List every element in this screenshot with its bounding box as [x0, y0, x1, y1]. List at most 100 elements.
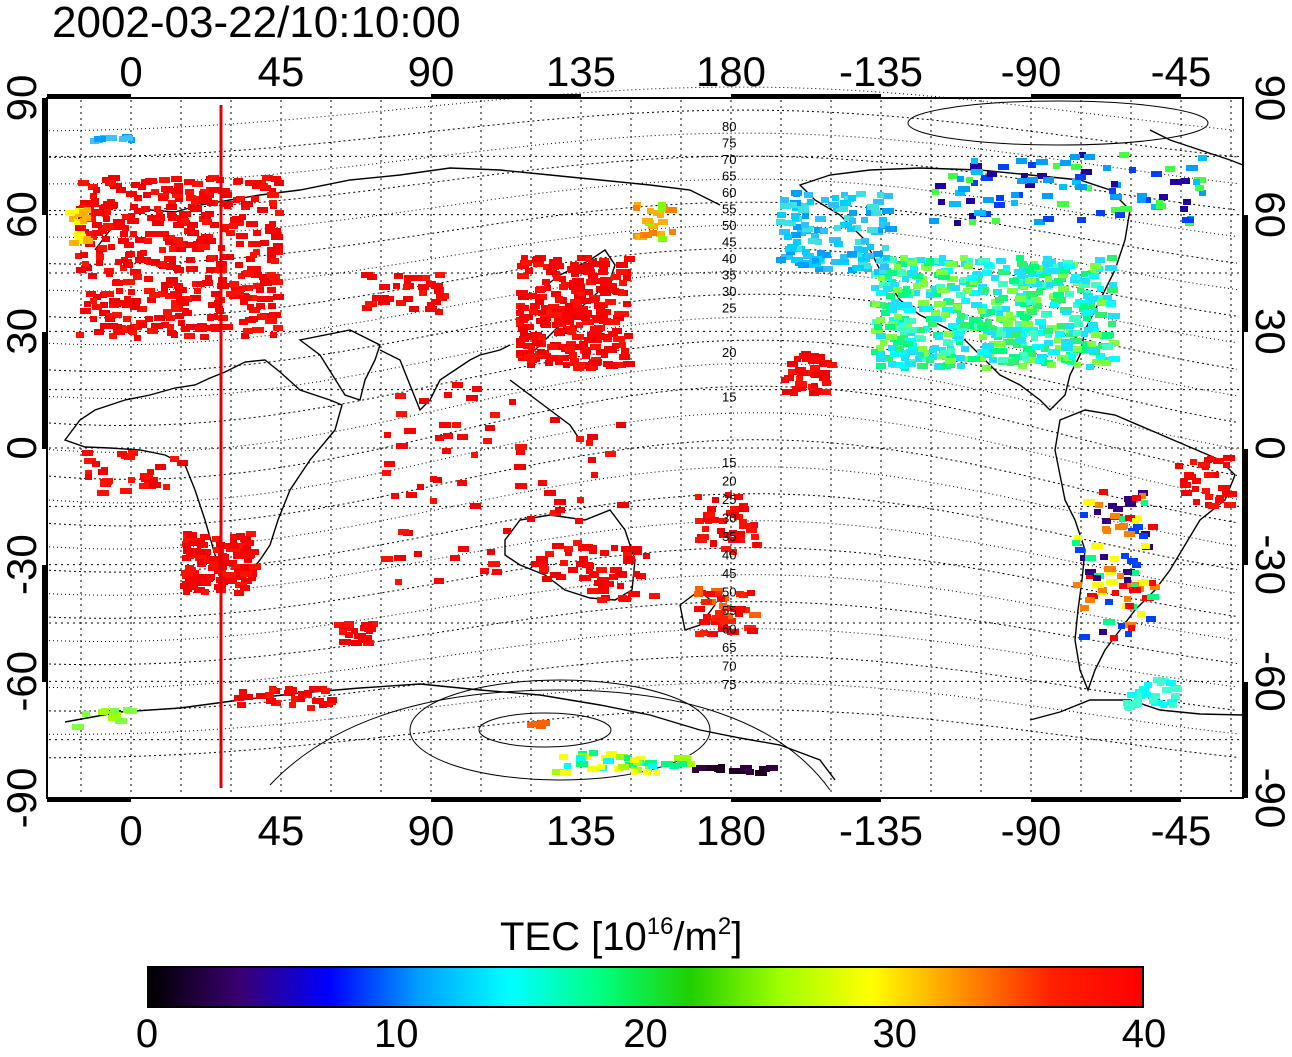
tec-patch	[928, 321, 937, 327]
tec-patch	[202, 238, 209, 244]
tec-patch	[418, 284, 429, 290]
tec-patch	[881, 310, 890, 316]
tec-patch	[552, 769, 564, 775]
contour-line	[49, 682, 1238, 735]
tec-patch	[1095, 312, 1107, 318]
tec-patch	[105, 180, 114, 186]
tec-patch	[75, 225, 84, 231]
tec-patch	[737, 537, 745, 543]
tec-patch	[969, 219, 976, 225]
lat-label-left: -90	[0, 768, 45, 829]
tec-patch	[886, 270, 897, 276]
tec-patch	[530, 303, 540, 309]
tec-patch	[984, 262, 993, 268]
tec-patch	[1043, 328, 1053, 334]
tec-patch	[129, 298, 141, 304]
tec-patch	[933, 291, 941, 297]
tec-patch	[1118, 623, 1125, 629]
tec-patch	[240, 571, 252, 577]
tec-patch	[435, 272, 445, 278]
tec-patch	[1092, 582, 1104, 588]
tec-patch	[577, 497, 584, 503]
tec-patch	[1060, 267, 1070, 273]
tec-patch	[222, 554, 229, 560]
tec-patch	[1102, 344, 1113, 350]
tec-patch	[648, 763, 657, 769]
tec-patch	[234, 293, 244, 299]
tec-patch	[840, 222, 852, 228]
tec-patch	[998, 269, 1010, 275]
tec-patch	[236, 241, 244, 247]
tec-patch	[617, 583, 624, 589]
tec-patch	[929, 347, 937, 353]
tec-patch	[554, 330, 565, 336]
tec-patch	[236, 289, 244, 295]
tec-patch	[1027, 309, 1037, 315]
tec-patch	[1102, 518, 1111, 524]
tec-patch	[600, 550, 609, 556]
tec-patch	[1132, 562, 1141, 568]
tec-patch	[876, 290, 888, 296]
tec-patch	[196, 281, 205, 287]
tec-patch	[103, 216, 110, 222]
tec-patch	[623, 275, 631, 281]
tec-patch	[926, 292, 935, 298]
tec-patch	[570, 358, 579, 364]
tec-patch	[1186, 165, 1198, 171]
tec-patch	[552, 543, 564, 549]
tec-patch	[1190, 459, 1197, 465]
tec-patch	[554, 499, 566, 505]
tec-patch	[555, 507, 565, 513]
tec-patch	[855, 251, 862, 257]
tec-patch	[560, 355, 569, 361]
tec-patch	[876, 302, 886, 308]
contour-ring	[907, 100, 1209, 146]
tec-patch	[516, 290, 528, 296]
tec-patch	[575, 362, 585, 368]
contour-line	[48, 201, 1238, 265]
tec-patch	[1064, 263, 1075, 269]
lat-label-left: 0	[0, 436, 45, 459]
tec-patch	[623, 552, 632, 558]
tec-patch	[1223, 455, 1235, 461]
tec-patch	[719, 532, 730, 538]
tec-patch	[609, 283, 617, 289]
tec-patch	[394, 273, 403, 279]
tec-patch	[1151, 693, 1160, 699]
lat-label-right: -60	[1247, 651, 1292, 712]
tec-patch	[1153, 677, 1164, 683]
tec-patch	[218, 188, 230, 194]
tec-patch	[205, 238, 216, 244]
tec-patch	[1085, 297, 1095, 303]
tec-patch	[271, 176, 281, 182]
tec-patch	[195, 326, 207, 332]
tec-patch	[1008, 359, 1019, 365]
tec-patch	[439, 422, 451, 428]
contour-label-south: 75	[722, 677, 736, 692]
tec-patch	[694, 591, 703, 597]
tec-patch	[253, 283, 264, 289]
tec-patch	[658, 219, 668, 225]
tec-patch	[791, 257, 803, 263]
tec-patch	[107, 199, 115, 205]
tec-patch	[695, 586, 703, 592]
tec-patch	[1028, 162, 1036, 168]
tec-patch	[717, 596, 725, 602]
tec-patch	[1070, 154, 1080, 160]
tec-patch	[616, 269, 627, 275]
tec-patch	[585, 289, 593, 295]
lon-label-top: 90	[408, 48, 455, 95]
tec-patch	[65, 210, 75, 216]
tec-patch	[161, 282, 173, 288]
tec-patch	[821, 197, 829, 203]
tec-patch	[1066, 323, 1074, 329]
tec-patch	[1009, 278, 1019, 284]
tec-patch	[791, 232, 801, 238]
tec-patch	[932, 189, 939, 195]
tec-patch	[1170, 686, 1182, 692]
tec-patch	[1151, 171, 1162, 177]
tec-patch	[124, 296, 131, 302]
tec-patch	[1003, 339, 1015, 345]
tec-patch	[1027, 177, 1038, 183]
tec-patch	[623, 301, 631, 307]
